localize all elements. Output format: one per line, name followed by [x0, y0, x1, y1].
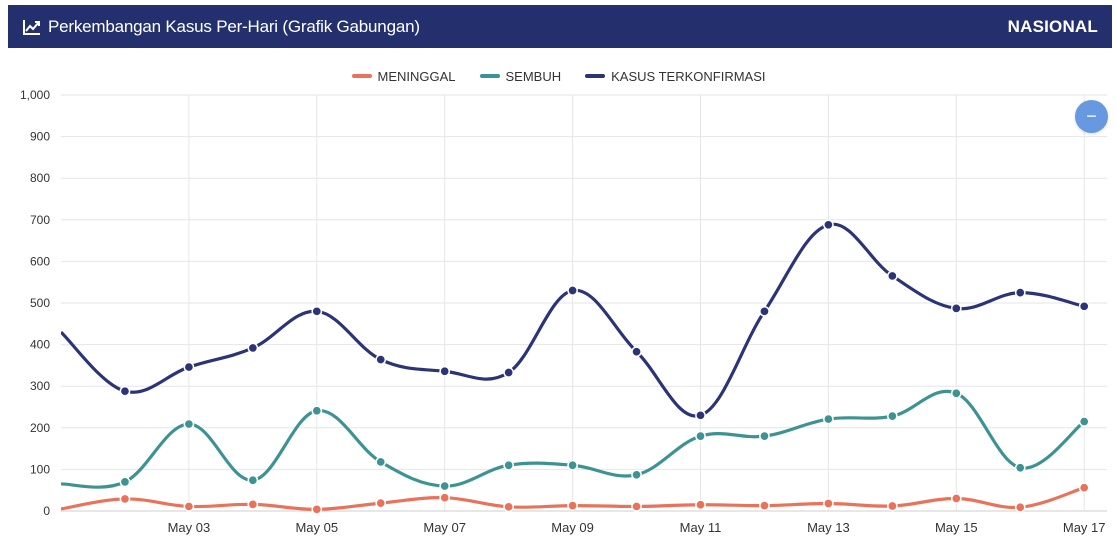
data-point-kasus-terkonfirmasi [1014, 287, 1026, 298]
data-point-sembuh [823, 413, 834, 425]
y-tick-label: 600 [30, 254, 50, 268]
y-tick-label: 100 [30, 462, 50, 476]
x-tick-label: May 15 [935, 520, 978, 535]
legend-swatch-meninggal [351, 74, 372, 78]
legend-swatch-sembuh [479, 74, 500, 78]
legend-item-kasus[interactable]: KASUS TERKONFIRMASI [585, 69, 765, 84]
data-point-sembuh [119, 476, 131, 488]
data-point-kasus-terkonfirmasi [439, 365, 451, 377]
chart-title: Perkembangan Kasus Per-Hari (Grafik Gabu… [48, 16, 420, 36]
x-tick-label: May 05 [295, 520, 338, 535]
data-point-sembuh [759, 430, 770, 442]
legend-label-kasus: KASUS TERKONFIRMASI [611, 68, 766, 84]
y-tick-label: 800 [30, 171, 50, 185]
data-point-meninggal [503, 501, 514, 513]
y-tick-label: 700 [30, 213, 50, 227]
legend-swatch-kasus [585, 74, 606, 78]
data-point-kasus-terkonfirmasi [247, 342, 259, 354]
data-point-meninggal [183, 501, 195, 512]
data-point-sembuh [503, 459, 514, 471]
data-point-meninggal [759, 500, 770, 511]
data-point-sembuh [311, 405, 323, 417]
chart-header: Perkembangan Kasus Per-Hari (Grafik Gabu… [8, 5, 1112, 48]
legend-item-sembuh[interactable]: SEMBUH [479, 68, 562, 84]
y-tick-label: 500 [30, 296, 50, 310]
data-point-kasus-terkonfirmasi [950, 303, 962, 314]
y-tick-label: 0 [43, 504, 50, 518]
data-point-kasus-terkonfirmasi [311, 305, 323, 317]
data-point-sembuh [950, 387, 962, 399]
data-point-kasus-terkonfirmasi [1078, 300, 1090, 312]
data-point-meninggal [119, 493, 131, 505]
x-tick-label: May 13 [807, 520, 850, 535]
legend-label-sembuh: SEMBUH [505, 68, 562, 84]
x-tick-label: May 09 [551, 520, 594, 535]
data-point-meninggal [375, 497, 387, 509]
data-point-kasus-terkonfirmasi [567, 285, 578, 296]
data-point-kasus-terkonfirmasi [887, 270, 898, 282]
data-point-kasus-terkonfirmasi [823, 219, 834, 231]
line-chart-icon [22, 18, 42, 36]
data-point-meninggal [1014, 501, 1026, 513]
data-point-sembuh [375, 456, 387, 468]
data-point-meninggal [887, 500, 898, 512]
data-point-sembuh [1014, 462, 1026, 474]
y-tick-label: 900 [30, 130, 50, 144]
legend-label-meninggal: MENINGGAL [377, 68, 456, 84]
x-tick-label: May 03 [168, 520, 211, 535]
data-point-meninggal [631, 501, 642, 512]
y-tick-label: 1,000 [20, 88, 50, 102]
data-point-kasus-terkonfirmasi [119, 385, 131, 397]
header-title-group: Perkembangan Kasus Per-Hari (Grafik Gabu… [22, 17, 420, 37]
x-tick-label: May 11 [680, 520, 722, 535]
data-point-meninggal [439, 492, 451, 504]
y-tick-label: 300 [30, 379, 50, 393]
data-point-kasus-terkonfirmasi [631, 346, 642, 358]
data-point-kasus-terkonfirmasi [695, 409, 706, 421]
data-point-meninggal [247, 498, 259, 510]
minus-icon: − [1086, 106, 1097, 126]
data-point-sembuh [567, 459, 578, 471]
data-point-meninggal [950, 493, 962, 504]
x-tick-label: May 07 [423, 520, 466, 535]
data-point-meninggal [311, 503, 323, 515]
y-tick-label: 400 [30, 338, 50, 352]
data-point-sembuh [439, 480, 451, 492]
data-point-sembuh [631, 469, 642, 481]
data-point-sembuh [247, 474, 259, 486]
data-point-kasus-terkonfirmasi [759, 305, 770, 317]
data-point-kasus-terkonfirmasi [375, 354, 387, 365]
data-point-sembuh [695, 430, 706, 442]
data-point-meninggal [695, 499, 706, 511]
data-point-meninggal [567, 500, 578, 511]
y-tick-label: 200 [30, 421, 50, 435]
data-point-sembuh [887, 410, 898, 422]
data-point-meninggal [823, 498, 834, 509]
data-point-meninggal [1078, 482, 1090, 494]
zoom-out-button[interactable]: − [1075, 100, 1108, 133]
chart-legend: MENINGGAL SEMBUH KASUS TERKONFIRMASI [0, 66, 1117, 86]
data-point-sembuh [183, 418, 195, 430]
data-point-kasus-terkonfirmasi [183, 361, 195, 373]
region-label: NASIONAL [1007, 16, 1098, 36]
x-tick-label: May 17 [1063, 520, 1106, 535]
data-point-sembuh [1078, 416, 1090, 427]
data-point-kasus-terkonfirmasi [503, 367, 514, 378]
legend-item-meninggal[interactable]: MENINGGAL [351, 68, 456, 84]
